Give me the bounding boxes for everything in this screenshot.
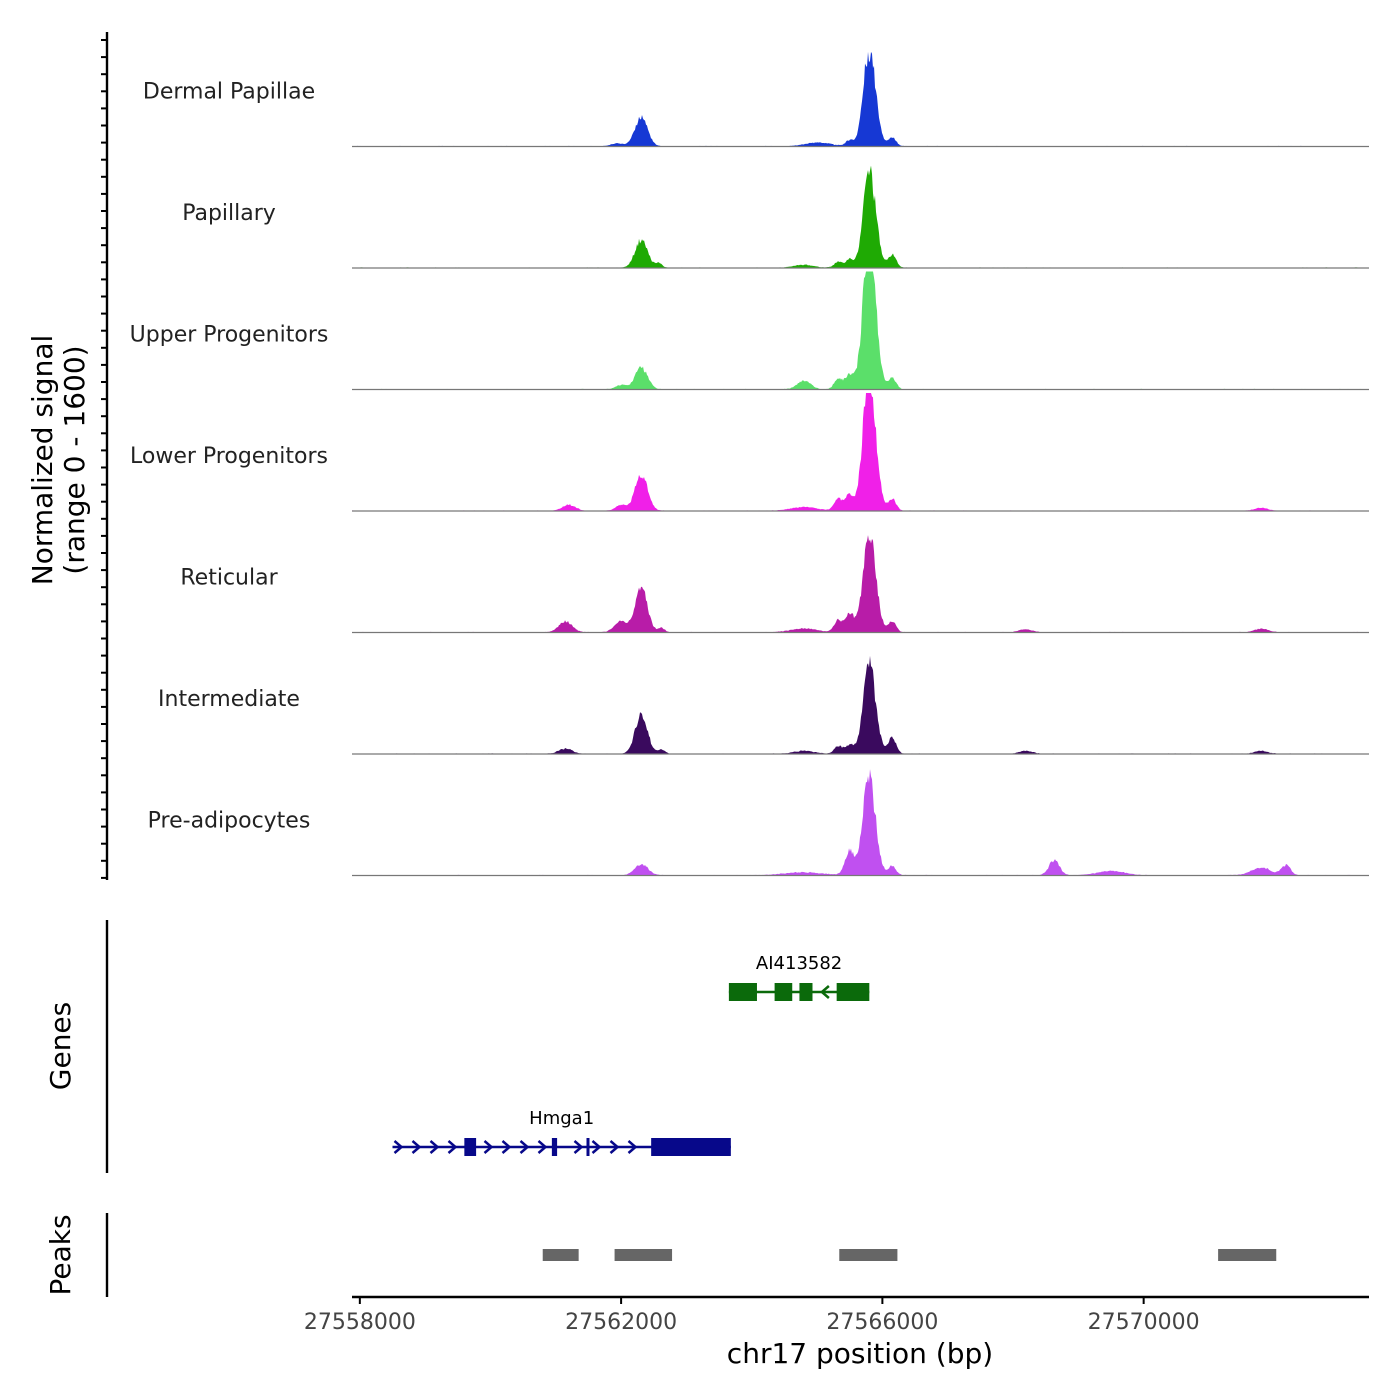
signal-axis-range: (range 0 - 1600) <box>58 345 91 574</box>
x-tick-label: 27570000 <box>1088 1310 1200 1335</box>
strand-arrow <box>519 1140 530 1154</box>
track-papillary: Papillary <box>182 165 1369 269</box>
x-axis-title: chr17 position (bp) <box>727 1337 993 1370</box>
gene-exon <box>799 983 813 1001</box>
genes-track-title: Genes <box>44 1002 77 1090</box>
coverage-area <box>352 535 1369 633</box>
gene-annotation-track: AI413582 Hmga1 <box>392 953 870 1156</box>
gene-exon <box>836 983 870 1001</box>
strand-arrow <box>429 1140 440 1154</box>
coverage-area <box>352 165 1369 268</box>
track-lower-progenitors: Lower Progenitors <box>130 393 1369 512</box>
coverage-tracks: Dermal Papillae Papillary Upper Progenitor… <box>130 51 1369 877</box>
strand-arrow <box>483 1140 494 1154</box>
x-tick-label: 27558000 <box>304 1310 416 1335</box>
strand-arrow <box>411 1140 422 1154</box>
gene-exon <box>651 1138 731 1156</box>
x-tick-label: 27566000 <box>826 1310 938 1335</box>
peaks-track <box>542 1249 1277 1261</box>
gene-exon <box>774 983 793 1001</box>
gene-label: Hmga1 <box>529 1108 594 1129</box>
strand-arrow <box>537 1140 548 1154</box>
track-label: Upper Progenitors <box>130 323 329 348</box>
peak-region <box>1218 1249 1277 1261</box>
strand-arrow <box>819 985 830 999</box>
coverage-area <box>352 655 1369 754</box>
gene-exon <box>551 1138 558 1156</box>
gene-ai413582: AI413582 <box>728 953 870 1001</box>
x-tick-label: 27562000 <box>565 1310 677 1335</box>
track-reticular: Reticular <box>180 535 1369 634</box>
strand-arrow <box>501 1140 512 1154</box>
track-label: Dermal Papillae <box>143 80 315 105</box>
coverage-area <box>352 769 1369 876</box>
strand-arrow <box>627 1140 638 1154</box>
peak-region <box>614 1249 673 1261</box>
gene-exon <box>464 1138 477 1156</box>
gene-exon <box>728 983 757 1001</box>
coverage-area <box>352 51 1369 147</box>
track-label: Intermediate <box>158 687 300 712</box>
track-label: Pre-adipocytes <box>148 809 311 834</box>
strand-arrow <box>573 1140 584 1154</box>
track-dermal-papillae: Dermal Papillae <box>143 51 1369 148</box>
signal-axis-title: Normalized signal <box>26 335 59 586</box>
track-label: Reticular <box>180 566 278 591</box>
peak-region <box>542 1249 579 1261</box>
strand-arrow <box>591 1140 602 1154</box>
track-upper-progenitors: Upper Progenitors <box>130 271 1369 391</box>
track-intermediate: Intermediate <box>158 655 1369 755</box>
strand-arrow <box>609 1140 620 1154</box>
signal-axis <box>101 32 109 880</box>
coverage-area <box>352 271 1369 390</box>
coverage-area <box>352 393 1369 511</box>
x-axis: 27558000 27562000 27566000 27570000 <box>304 1295 1369 1335</box>
gene-label: AI413582 <box>756 953 842 974</box>
peaks-track-title: Peaks <box>44 1214 77 1295</box>
peak-region <box>839 1249 898 1261</box>
strand-arrow <box>447 1140 458 1154</box>
track-label: Lower Progenitors <box>130 444 328 469</box>
track-label: Papillary <box>182 201 276 226</box>
gene-exon <box>586 1138 590 1156</box>
track-pre-adipocytes: Pre-adipocytes <box>148 769 1369 877</box>
strand-arrow <box>393 1140 404 1154</box>
gene-hmga1: Hmga1 <box>392 1108 731 1156</box>
